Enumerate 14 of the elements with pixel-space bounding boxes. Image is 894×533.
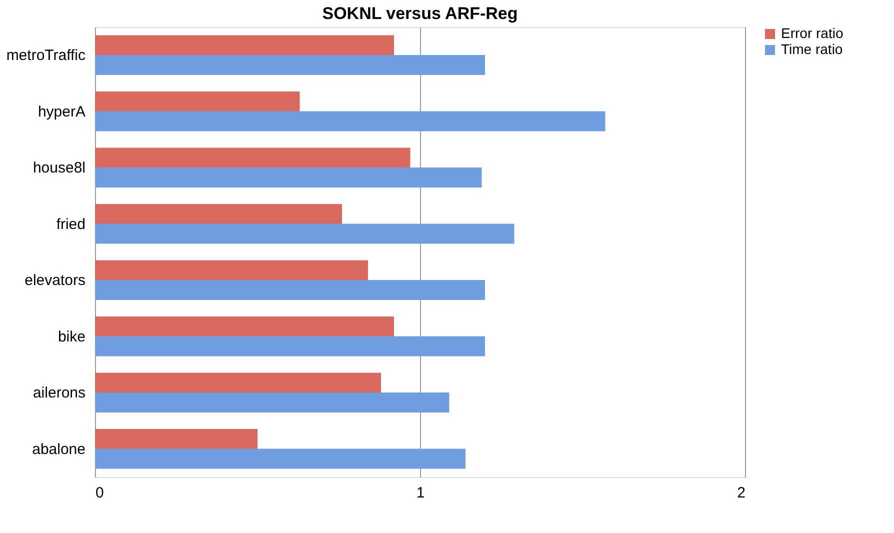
legend-label: Error ratio (781, 25, 844, 41)
y-tick-label: house8l (32, 160, 86, 177)
y-tick-label: ailerons (32, 384, 86, 402)
y-tick-label: metroTraffic (6, 47, 86, 64)
x-tick-label: 1 (416, 484, 425, 502)
y-tick-label: elevators (24, 272, 86, 290)
x-tick-label: 2 (737, 484, 746, 502)
x-tick-label: 0 (96, 484, 104, 502)
chart-title: SOKNL versus ARF-Reg (322, 4, 518, 23)
y-tick-label: hyperA (38, 103, 86, 120)
y-tick-label: bike (58, 328, 86, 346)
legend-label: Time ratio (781, 41, 843, 57)
y-tick-label: abalone (32, 440, 86, 458)
y-tick-label: fried (56, 216, 86, 233)
